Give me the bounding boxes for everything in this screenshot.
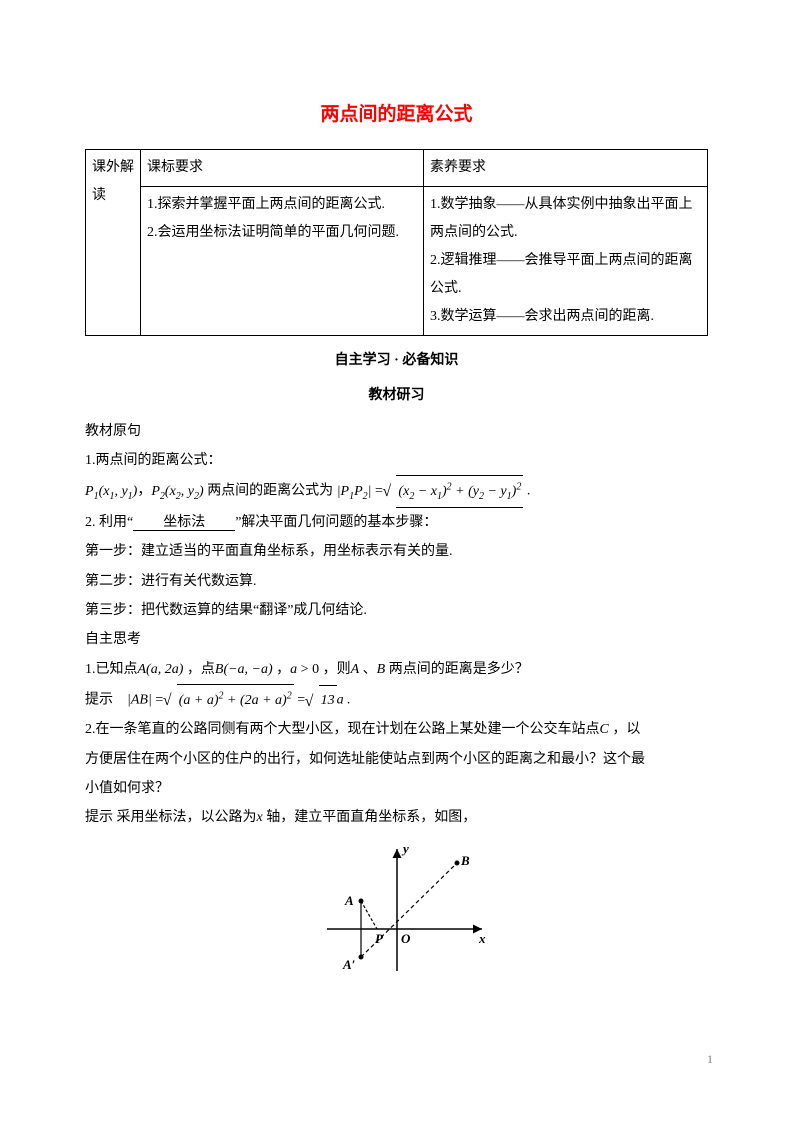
after: a . xyxy=(337,693,351,708)
point-a xyxy=(358,898,363,903)
line-a-p xyxy=(361,901,377,929)
requirements-table: 课外解读 课标要求 素养要求 1.探索并掌握平面上两点间的距离公式. 2.会运用… xyxy=(85,149,708,336)
table-row: 课外解读 课标要求 素养要求 xyxy=(86,149,708,186)
cell-line: 3.数学运算——会求出两点间的距离. xyxy=(430,303,701,331)
p2-suffix: ”解决平面几何问题的基本步骤： xyxy=(235,515,437,530)
step-1: 第一步：建立适当的平面直角坐标系，用坐标表示有关的量. xyxy=(85,537,708,566)
cell-header: 课标要求 xyxy=(141,149,424,186)
sqrt-expression: (a + a)2 + (2a + a)2 xyxy=(167,684,294,715)
cell-rowlabel: 课外解读 xyxy=(86,149,141,335)
coordinate-diagram: y x A A′ B P O xyxy=(297,841,497,981)
cell-line: 2.逻辑推理——会推导平面上两点间的距离公式. xyxy=(430,247,701,303)
para-1-label: 1.两点间的距离公式： xyxy=(85,446,708,475)
cell: 1.数学抽象——从具体实例中抽象出平面上两点间的公式. 2.逻辑推理——会推导平… xyxy=(424,186,708,335)
label-yuanju: 教材原句 xyxy=(85,417,708,446)
cell-header: 素养要求 xyxy=(424,149,708,186)
para-1-formula: P1(x1, y1)，P2(x2, y2) 两点间的距离公式为 |P1P2| =… xyxy=(85,475,708,507)
question-1-hint: 提示 |AB| = (a + a)2 + (2a + a)2 = 13a . xyxy=(85,684,708,715)
label-aprime: A′ xyxy=(342,957,356,972)
section-subheading: 教材研习 xyxy=(85,381,708,410)
label-b: B xyxy=(460,853,470,868)
sqrt-body: 13 xyxy=(319,685,337,715)
cell: 1.探索并掌握平面上两点间的距离公式. 2.会运用坐标法证明简单的平面几何问题. xyxy=(141,186,424,335)
label-sikao: 自主思考 xyxy=(85,625,708,654)
hint-prefix: 提示 |AB| = xyxy=(85,693,167,708)
point-b xyxy=(454,860,459,865)
label-y: y xyxy=(401,841,409,856)
formula-prefix: P1(x1, y1) xyxy=(85,484,137,499)
label-o: O xyxy=(401,931,411,946)
para-2: 2. 利用“ 坐标法 ”解决平面几何问题的基本步骤： xyxy=(85,508,708,537)
page-title: 两点间的距离公式 xyxy=(85,95,708,135)
formula-suffix: . xyxy=(527,484,531,499)
label-a: A xyxy=(344,893,354,908)
step-3: 第三步：把代数运算的结果“翻译”成几何结论. xyxy=(85,596,708,625)
question-1: 1.已知点A(a, 2a) ，点B(−a, −a) ，a > 0 ，则A 、B … xyxy=(85,655,708,684)
p2-underline: 坐标法 xyxy=(133,515,235,531)
cell-line: 1.探索并掌握平面上两点间的距离公式. xyxy=(147,191,417,219)
label-x: x xyxy=(478,931,486,946)
sqrt-expression: (x2 − x1)2 + (y2 − y1)2 xyxy=(386,475,523,507)
question-2-line3: 小值如何求？ xyxy=(85,774,708,803)
sqrt-expression: 13 xyxy=(309,685,337,715)
sqrt-body: (x2 − x1)2 + (y2 − y1)2 xyxy=(396,475,523,507)
question-2-line1: 2.在一条笔直的公路同侧有两个大型小区，现在计划在公路上某处建一个公交车站点C … xyxy=(85,715,708,744)
step-2: 第二步：进行有关代数运算. xyxy=(85,567,708,596)
question-2-hint: 提示 采用坐标法，以公路为x 轴，建立平面直角坐标系，如图， xyxy=(85,803,708,832)
label-p: P xyxy=(375,931,384,946)
question-2-line2: 方便居住在两个小区的住户的出行，如何选址能使站点到两个小区的距离之和最小？这个最 xyxy=(85,745,708,774)
section-heading: 自主学习 · 必备知识 xyxy=(85,346,708,375)
point-aprime xyxy=(358,954,363,959)
p2-prefix: 2. 利用“ xyxy=(85,515,133,530)
cell-line: 1.数学抽象——从具体实例中抽象出平面上两点间的公式. xyxy=(430,191,701,247)
page-number: 1 xyxy=(707,1047,713,1072)
table-row: 1.探索并掌握平面上两点间的距离公式. 2.会运用坐标法证明简单的平面几何问题.… xyxy=(86,186,708,335)
cell-line: 2.会运用坐标法证明简单的平面几何问题. xyxy=(147,219,417,247)
page: 两点间的距离公式 课外解读 课标要求 素养要求 1.探索并掌握平面上两点间的距离… xyxy=(0,0,793,1122)
sqrt-body: (a + a)2 + (2a + a)2 xyxy=(177,684,294,715)
